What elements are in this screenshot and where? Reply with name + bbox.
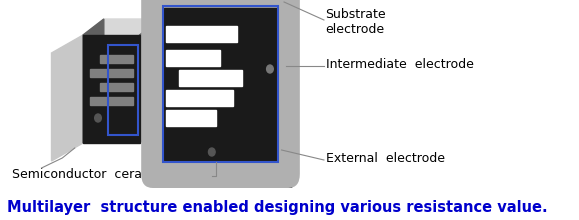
Bar <box>163 6 278 162</box>
Circle shape <box>208 148 215 156</box>
Text: Semiconductor  ceramics: Semiconductor ceramics <box>13 168 171 181</box>
Circle shape <box>95 114 101 122</box>
Bar <box>90 97 133 105</box>
Bar <box>166 50 220 66</box>
Polygon shape <box>83 19 104 143</box>
Bar <box>108 45 138 135</box>
Text: Intermediate  electrode: Intermediate electrode <box>325 58 474 71</box>
Bar <box>164 8 277 160</box>
Bar <box>100 55 133 63</box>
Text: Internal   electrode: Internal electrode <box>174 178 294 191</box>
Polygon shape <box>140 19 160 143</box>
Bar <box>90 69 133 77</box>
Bar <box>83 35 140 143</box>
Bar <box>166 110 216 126</box>
Text: External  electrode: External electrode <box>325 152 445 165</box>
Text: Multilayer  structure enabled designing various resistance value.: Multilayer structure enabled designing v… <box>6 200 547 215</box>
Bar <box>166 90 233 106</box>
Polygon shape <box>52 35 83 161</box>
Bar <box>179 70 241 86</box>
Bar <box>166 26 237 42</box>
Circle shape <box>266 65 273 73</box>
Polygon shape <box>83 19 160 35</box>
Text: Substrate
electrode: Substrate electrode <box>325 8 386 36</box>
FancyBboxPatch shape <box>141 0 300 188</box>
Bar <box>100 83 133 91</box>
